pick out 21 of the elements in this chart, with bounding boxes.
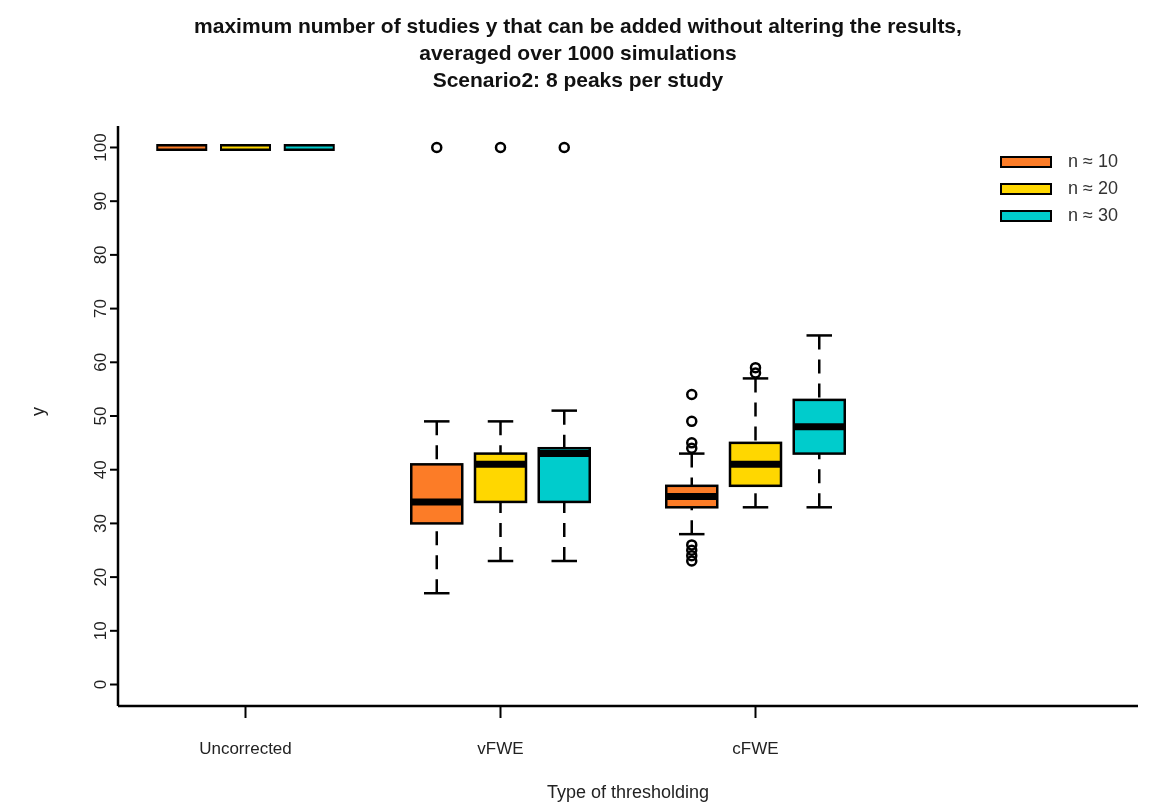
legend-label: n ≈ 10 [1068, 151, 1118, 172]
chart-title: maximum number of studies y that can be added without altering the results, averaged over 1000 simulations [193, 13, 963, 66]
chart-subtitle: Scenario2: 8 peaks per study [431, 67, 725, 93]
y-tick-label: 10 [91, 621, 110, 641]
legend-label: n ≈ 30 [1068, 205, 1118, 226]
x-tick-label: Uncorrected [199, 739, 292, 758]
legend-label: n ≈ 20 [1068, 178, 1118, 199]
y-axis-title: y [28, 407, 49, 416]
y-tick-label: 30 [91, 513, 110, 533]
y-tick-label: 60 [91, 352, 110, 372]
x-tick-label: vFWE [477, 739, 524, 758]
y-tick-label: 80 [91, 245, 110, 265]
x-axis-title: Type of thresholding [546, 782, 710, 802]
y-tick-label: 0 [91, 679, 110, 690]
y-tick-label: 90 [91, 191, 110, 211]
y-tick-label: 20 [91, 567, 110, 587]
y-tick-label: 70 [91, 299, 110, 319]
y-tick-label: 100 [91, 133, 110, 162]
y-tick-label: 50 [91, 406, 110, 426]
x-tick-label: cFWE [732, 739, 779, 758]
y-tick-label: 40 [91, 460, 110, 480]
